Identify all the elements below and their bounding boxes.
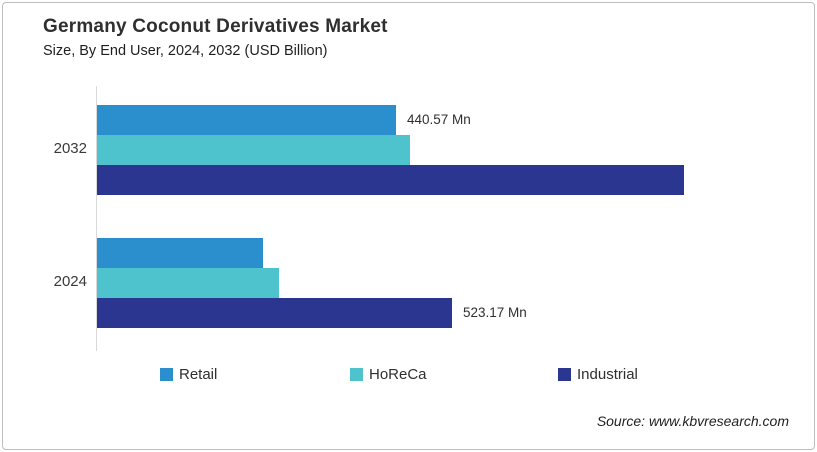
bar-industrial-2032 [97, 165, 684, 195]
value-label-retail-2032: 440.57 Mn [407, 112, 471, 127]
legend-item-horeca: HoReCa [350, 366, 427, 383]
legend-item-industrial: Industrial [558, 366, 638, 383]
legend-marker-icon [558, 368, 571, 381]
value-label-industrial-2024: 523.17 Mn [463, 305, 527, 320]
chart-subtitle: Size, By End User, 2024, 2032 (USD Billi… [43, 43, 328, 59]
legend-marker-icon [160, 368, 173, 381]
legend-marker-icon [350, 368, 363, 381]
bar-industrial-2024 [97, 298, 452, 328]
source-credit: Source: www.kbvresearch.com [596, 413, 789, 429]
legend-label: Industrial [577, 366, 638, 383]
category-label-2032: 2032 [53, 140, 87, 157]
chart-title: Germany Coconut Derivatives Market [43, 16, 388, 37]
legend-label: HoReCa [369, 366, 427, 383]
category-label-2024: 2024 [53, 273, 87, 290]
y-axis-line [96, 86, 97, 351]
legend-label: Retail [179, 366, 218, 383]
bar-horeca-2032 [97, 135, 410, 165]
legend-item-retail: Retail [160, 366, 217, 383]
bar-horeca-2024 [97, 268, 279, 298]
bar-retail-2032 [97, 105, 396, 135]
bar-retail-2024 [97, 238, 263, 268]
